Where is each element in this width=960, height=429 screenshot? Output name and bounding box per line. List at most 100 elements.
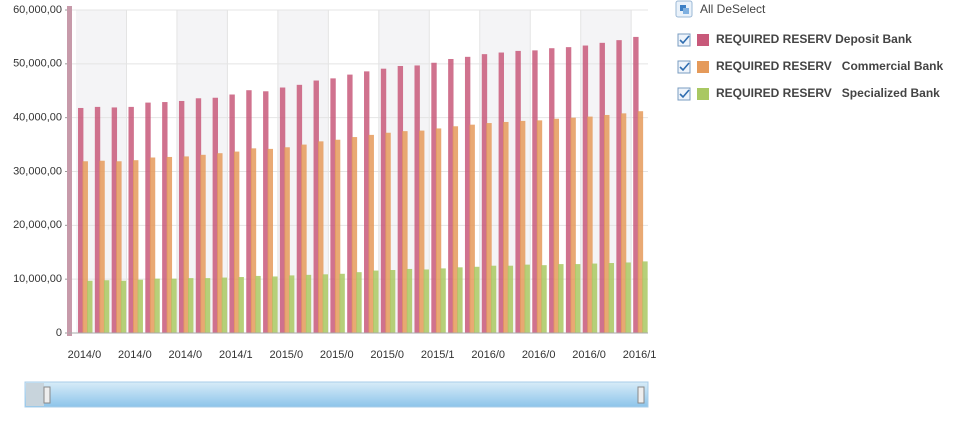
bar: [591, 263, 598, 333]
bar: [519, 120, 526, 333]
bar: [570, 117, 576, 334]
bar: [633, 36, 639, 334]
bar: [279, 87, 286, 334]
x-tick-label: 2016/0: [522, 349, 556, 361]
bar: [149, 157, 156, 333]
bar: [373, 270, 379, 333]
scroll-track[interactable]: [24, 381, 649, 408]
bar: [637, 111, 644, 333]
bar: [233, 151, 240, 333]
y-tick-label: 10,000,00: [13, 273, 62, 285]
bar: [137, 279, 143, 333]
bar: [103, 280, 110, 333]
legend-checkbox[interactable]: [677, 60, 691, 74]
bar: [380, 68, 387, 333]
bar: [238, 277, 244, 333]
legend-check: [679, 35, 690, 45]
bar: [448, 58, 454, 333]
legend-label: REQUIRED RESERV Commercial Bank: [716, 59, 944, 73]
bar: [318, 141, 324, 333]
x-tick-label: 2014/0: [169, 349, 203, 361]
bar: [368, 134, 374, 333]
bar: [414, 65, 420, 333]
bar: [330, 78, 336, 333]
bar: [188, 278, 194, 333]
y-tick-label: 20,000,00: [13, 219, 62, 231]
bar: [481, 54, 488, 333]
bar: [221, 277, 228, 333]
bar: [587, 116, 593, 333]
bar: [200, 154, 206, 333]
bar: [178, 100, 185, 333]
bar: [120, 280, 127, 333]
bar: [532, 50, 538, 333]
bar: [389, 270, 396, 333]
bar: [452, 126, 459, 333]
scroll-handle-left[interactable]: [43, 386, 51, 404]
y-axis-line: [67, 6, 72, 336]
x-tick-label: 2015/0: [320, 349, 354, 361]
bar: [195, 98, 202, 333]
bar: [229, 94, 235, 333]
bar: [642, 261, 648, 333]
bar: [263, 91, 269, 333]
bar: [616, 40, 622, 333]
bar: [166, 156, 173, 333]
bar: [457, 267, 463, 333]
bar: [469, 124, 475, 333]
bar: [397, 65, 404, 333]
scroll-left-shade: [26, 383, 44, 406]
bar: [99, 160, 105, 333]
bar: [301, 144, 307, 333]
x-tick-label: 2016/1: [623, 349, 657, 361]
y-tick-label: 50,000,00: [13, 58, 62, 70]
bar: [431, 62, 437, 334]
bar: [419, 130, 425, 333]
bar: [339, 273, 345, 333]
bar: [250, 148, 257, 333]
bar: [267, 148, 274, 333]
scrollbar: [24, 381, 649, 408]
bar: [116, 161, 122, 333]
bar: [549, 48, 555, 333]
bar: [334, 139, 341, 333]
bar: [272, 276, 278, 333]
bar: [620, 113, 627, 333]
legend-swatch: [697, 34, 709, 46]
y-tick-label: 30,000,00: [13, 165, 62, 177]
bar: [284, 147, 290, 333]
bar: [356, 272, 362, 333]
legend-checkbox[interactable]: [677, 33, 691, 47]
bar: [604, 114, 610, 333]
bar: [536, 120, 543, 333]
bar: [486, 123, 492, 333]
bar: [246, 90, 252, 333]
legend-label: REQUIRED RESERV Deposit Bank: [716, 32, 912, 46]
bar: [322, 274, 329, 333]
bar: [435, 128, 442, 333]
bar: [255, 275, 261, 333]
bar: [212, 97, 218, 333]
bar: [128, 106, 134, 334]
bar: [288, 275, 295, 333]
bar: [406, 268, 413, 333]
bar: [440, 268, 446, 333]
bar: [574, 264, 581, 333]
bar: [204, 278, 211, 333]
bar: [94, 106, 101, 334]
scroll-handle-right[interactable]: [637, 386, 645, 404]
bar: [313, 80, 319, 333]
deselect-button[interactable]: All DeSelect: [700, 2, 766, 16]
x-tick-label: 2015/1: [421, 349, 455, 361]
bar: [608, 263, 615, 333]
bar: [364, 71, 370, 334]
legend-checkbox[interactable]: [677, 87, 691, 101]
y-tick-label: 40,000,00: [13, 112, 62, 124]
bar: [82, 161, 88, 333]
bar: [625, 262, 631, 333]
legend-check: [679, 89, 690, 99]
bar: [524, 264, 530, 333]
bar: [599, 42, 605, 334]
bar: [385, 132, 391, 333]
